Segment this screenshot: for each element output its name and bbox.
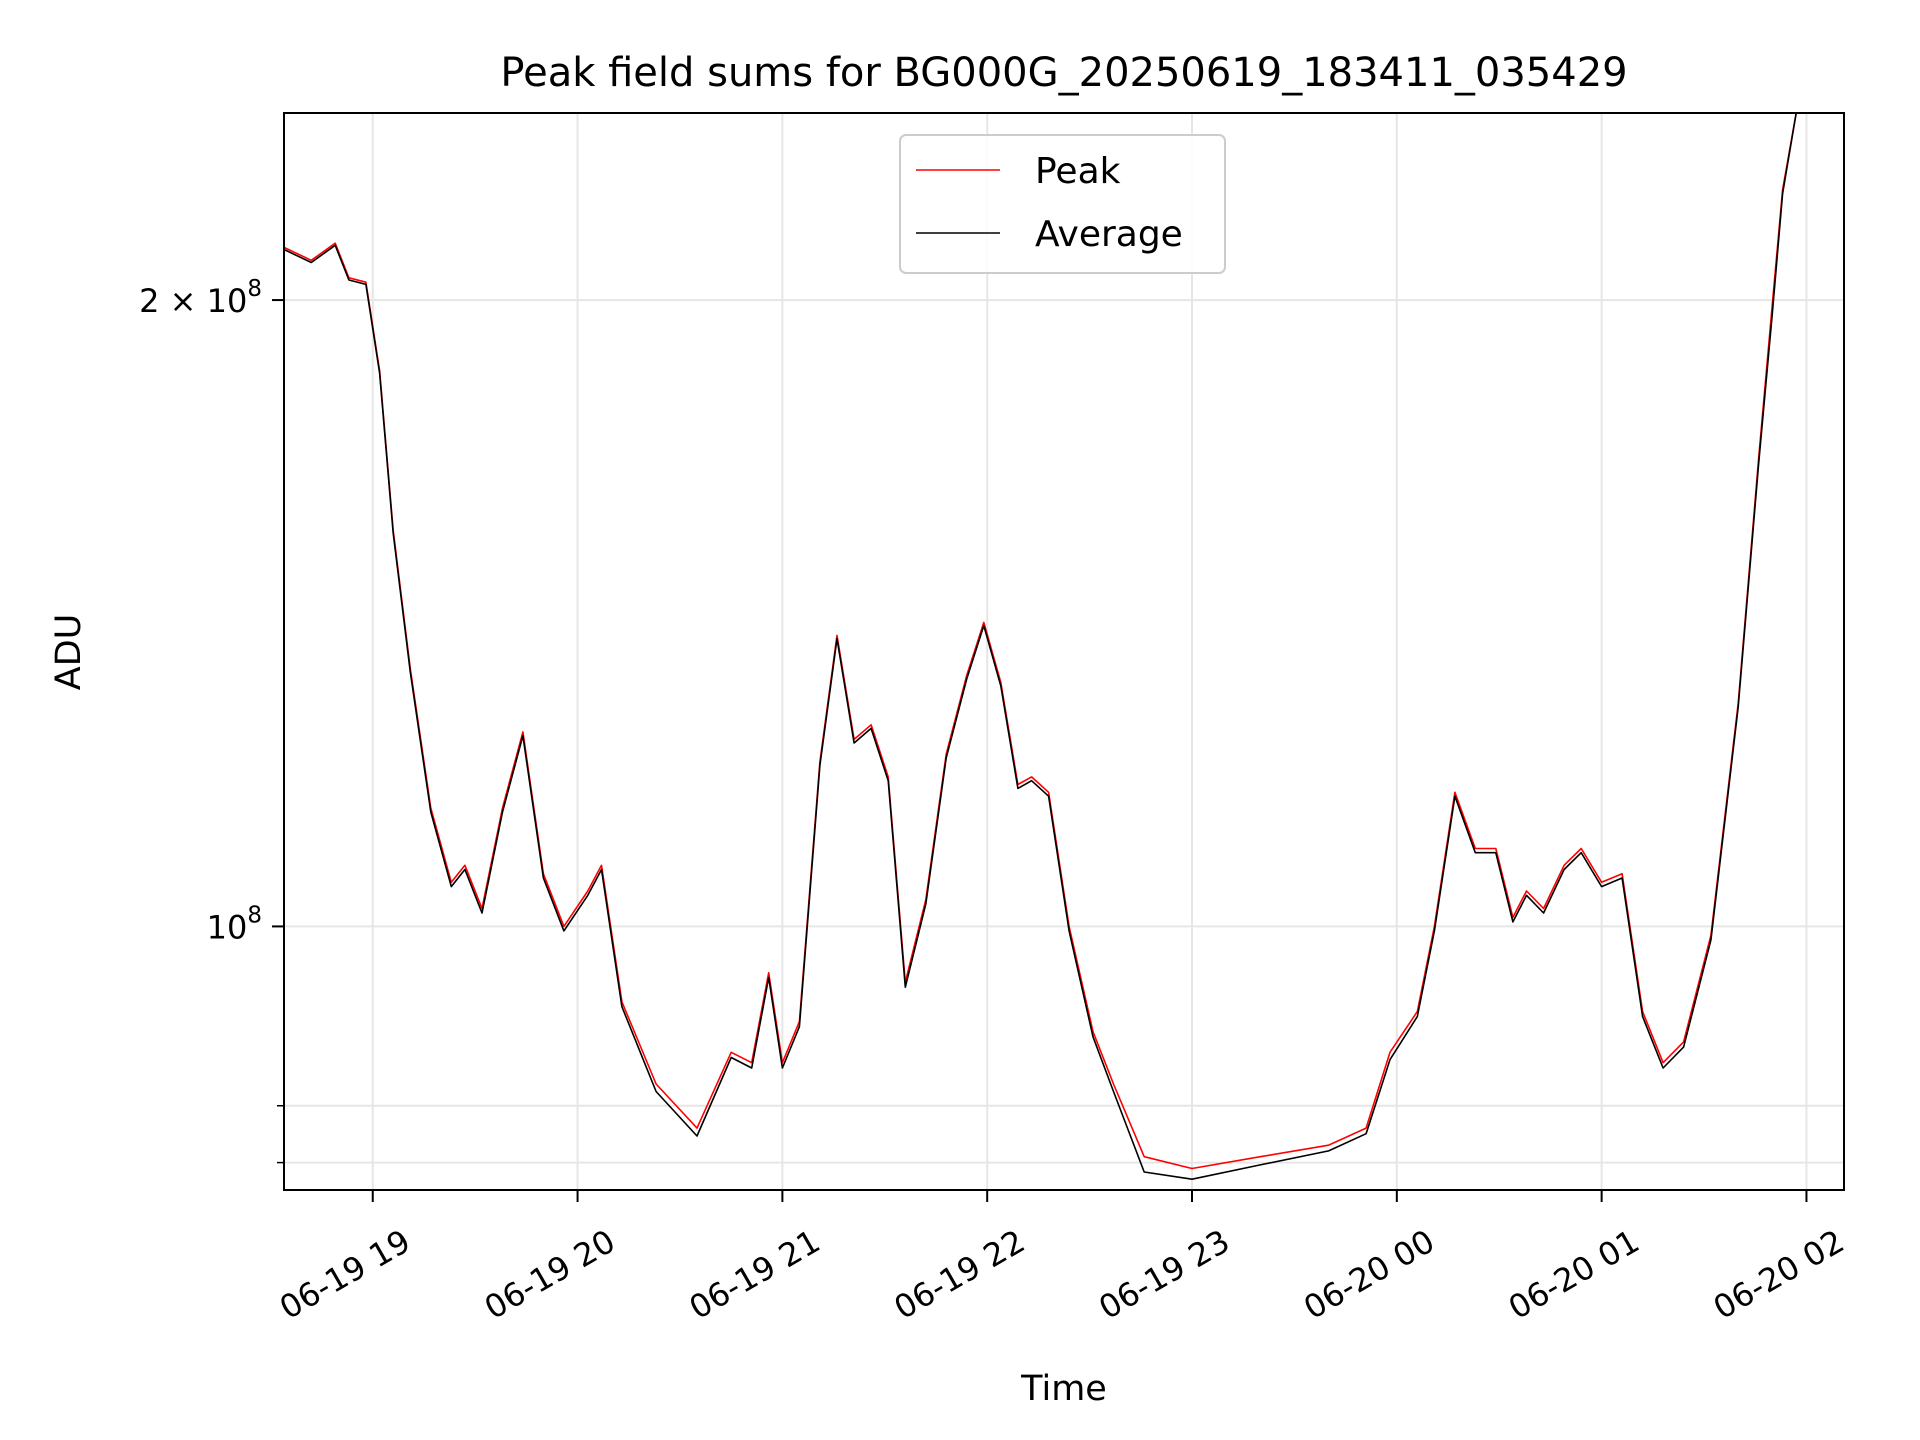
legend: Peak Average xyxy=(899,134,1226,274)
chart-title: Peak field sums for BG000G_20250619_1834… xyxy=(500,50,1627,96)
y-tick-label-exponent: 8 xyxy=(247,902,262,928)
grid-layer xyxy=(284,113,1844,1190)
y-tick-label-base: 10 xyxy=(207,908,248,946)
series-line-peak xyxy=(283,112,1844,1170)
series-layer xyxy=(283,112,1844,1180)
y-tick-label: 2 × 108 xyxy=(139,276,262,320)
legend-label-average: Average xyxy=(1035,214,1183,255)
y-tick-label-base: 2 × 10 xyxy=(139,282,247,320)
plot-frame xyxy=(283,112,1845,1191)
x-axis-label: Time xyxy=(1020,1369,1107,1409)
legend-label-peak: Peak xyxy=(1035,151,1121,192)
y-tick-label: 108 xyxy=(207,902,262,946)
y-tick-label-exponent: 8 xyxy=(247,276,262,302)
y-axis-label: ADU xyxy=(49,614,89,691)
series-line-average xyxy=(283,112,1844,1180)
